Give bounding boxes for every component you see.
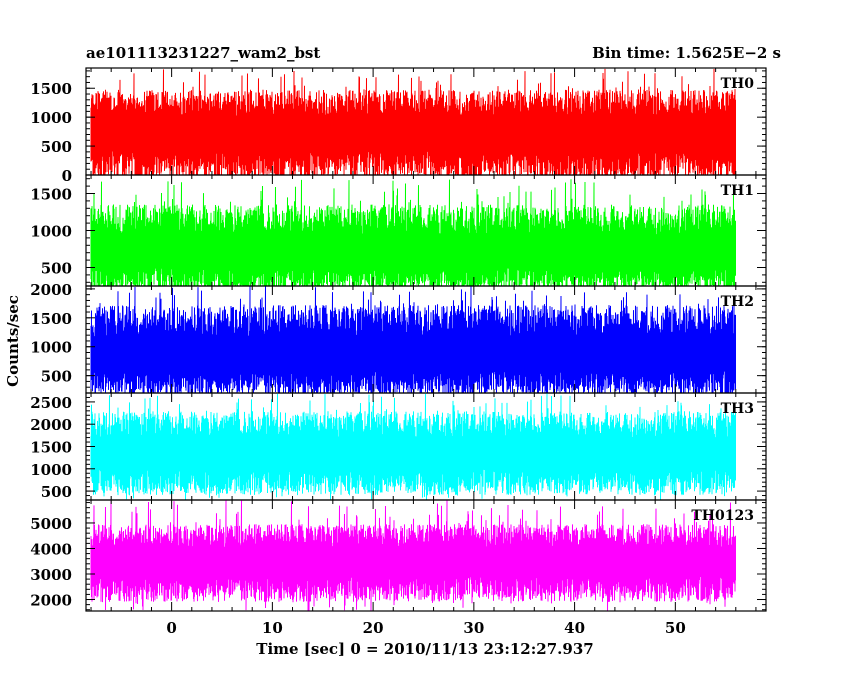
y-tick-label: 500 bbox=[41, 368, 72, 386]
y-tick-label: 500 bbox=[41, 260, 72, 278]
y-tick-label: 3000 bbox=[30, 566, 72, 584]
chart-title-left: ae101113231227_wam2_bst bbox=[86, 44, 320, 62]
panel-label-th1: TH1 bbox=[721, 183, 754, 199]
panel-th3: 500 1000 1500 2000 2500 TH3 bbox=[30, 392, 767, 501]
x-axis-title: Time [sec] 0 = 2010/11/13 23:12:27.937 bbox=[256, 640, 593, 658]
y-tick-label: 1000 bbox=[30, 339, 72, 357]
y-tick-label: 2500 bbox=[30, 394, 72, 412]
y-tick-label: 1500 bbox=[30, 80, 72, 98]
panel-label-th3: TH3 bbox=[721, 401, 754, 417]
panel-th2: 500 1000 1500 2000 TH2 bbox=[30, 281, 767, 394]
y-tick-label: 1000 bbox=[30, 461, 72, 479]
y-tick-label: 1000 bbox=[30, 109, 72, 127]
y-tick-label: 0 bbox=[62, 167, 72, 185]
panel-th1: 500 1000 1500 TH1 bbox=[30, 174, 767, 287]
y-tick-label: 2000 bbox=[30, 416, 72, 434]
panel-label-th0: TH0 bbox=[721, 76, 755, 92]
x-tick-label: 30 bbox=[463, 619, 484, 637]
panel-th0: 0 500 1000 1500 TH0 bbox=[30, 67, 767, 185]
panel-th0123: 2000 3000 4000 5000 TH0123 bbox=[30, 499, 767, 612]
x-axis-ticks: 0 10 20 30 40 50 bbox=[166, 619, 685, 637]
x-tick-label: 40 bbox=[564, 619, 585, 637]
y-tick-label: 4000 bbox=[30, 540, 72, 558]
chart-title-right: Bin time: 1.5625E−2 s bbox=[592, 44, 781, 62]
x-tick-label: 20 bbox=[363, 619, 384, 637]
y-tick-label: 500 bbox=[41, 483, 72, 501]
y-tick-label: 2000 bbox=[30, 281, 72, 299]
x-tick-label: 0 bbox=[166, 619, 176, 637]
panel-label-th2: TH2 bbox=[721, 294, 754, 310]
series-th1-trace bbox=[90, 179, 736, 286]
series-th0-trace bbox=[90, 68, 736, 175]
y-tick-label: 2000 bbox=[30, 592, 72, 610]
y-tick-label: 1000 bbox=[30, 223, 72, 241]
y-tick-label: 500 bbox=[41, 138, 72, 156]
x-tick-label: 50 bbox=[665, 619, 686, 637]
panel-frame bbox=[85, 499, 767, 612]
series-th0123-trace bbox=[90, 500, 736, 611]
y-axis-title: Counts/sec bbox=[4, 295, 22, 387]
series-th2-trace bbox=[90, 286, 736, 393]
panel-label-th0123: TH0123 bbox=[691, 508, 754, 524]
panels-group: 0 500 1000 1500 TH0 500 1000 1500 TH1 500 1000 1500… bbox=[30, 67, 767, 612]
y-tick-label: 5000 bbox=[30, 515, 72, 533]
y-tick-label: 1500 bbox=[30, 310, 72, 328]
y-tick-label: 1500 bbox=[30, 439, 72, 457]
y-tick-label: 1500 bbox=[30, 186, 72, 204]
series-th3-trace bbox=[90, 393, 736, 500]
x-tick-label: 10 bbox=[262, 619, 283, 637]
